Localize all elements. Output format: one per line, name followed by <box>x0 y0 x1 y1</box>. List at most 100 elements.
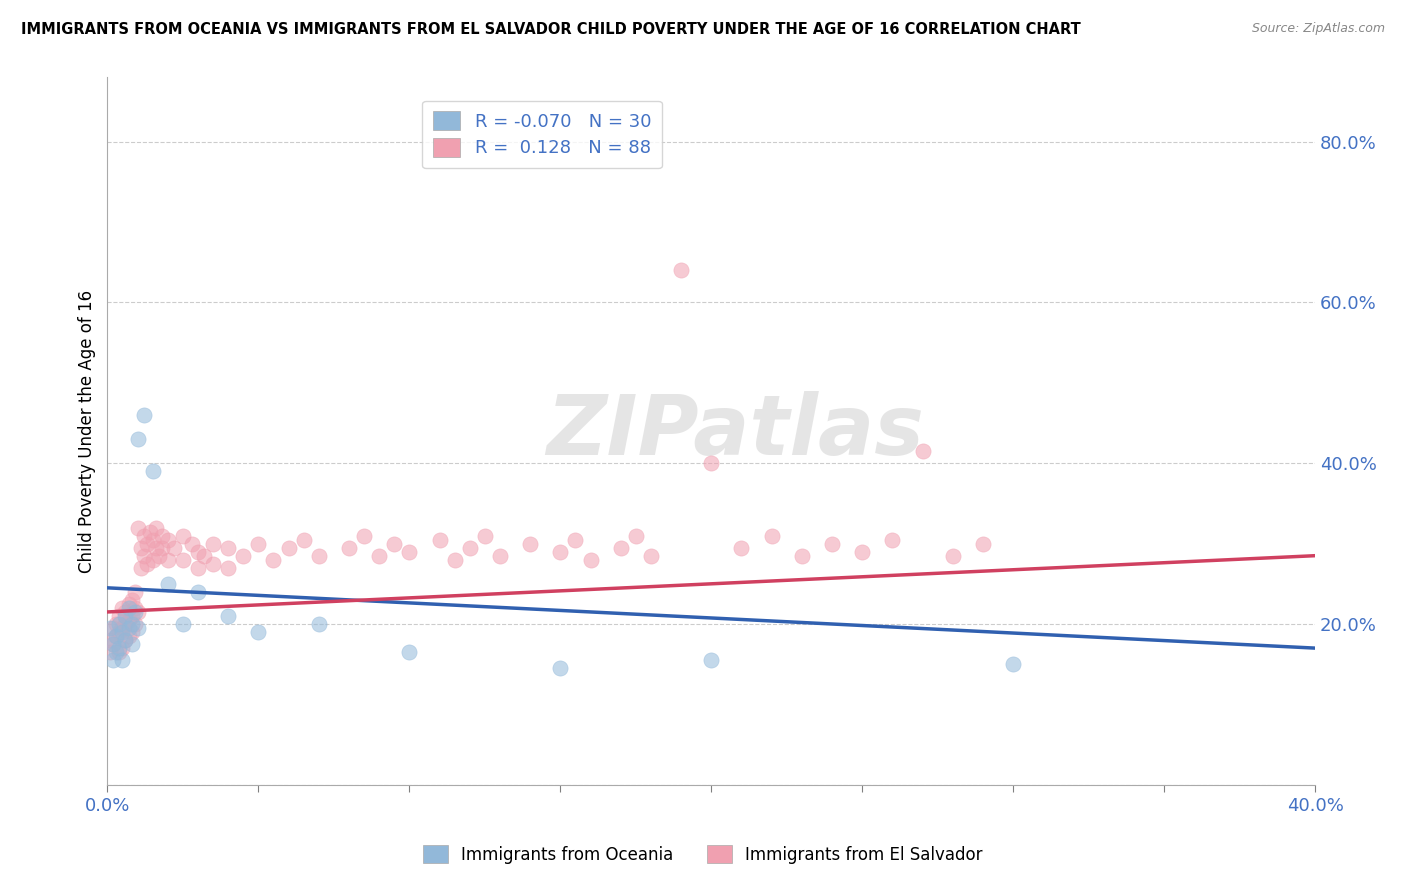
Point <box>669 263 692 277</box>
Point <box>121 625 143 640</box>
Point <box>337 541 360 555</box>
Point <box>700 653 723 667</box>
Point <box>100 621 122 635</box>
Point <box>105 629 128 643</box>
Point <box>114 605 136 619</box>
Point <box>911 444 934 458</box>
Point <box>217 560 239 574</box>
Point <box>111 621 134 635</box>
Point <box>443 552 465 566</box>
Point <box>187 560 209 574</box>
Point <box>972 536 994 550</box>
Point <box>368 549 391 563</box>
Point <box>127 432 149 446</box>
Point <box>117 597 139 611</box>
Point <box>142 533 165 547</box>
Point <box>292 533 315 547</box>
Point <box>117 613 139 627</box>
Point <box>202 536 225 550</box>
Point <box>187 544 209 558</box>
Point <box>232 549 254 563</box>
Point <box>148 549 170 563</box>
Point <box>103 637 125 651</box>
Point <box>103 637 125 651</box>
Point <box>882 533 904 547</box>
Point <box>550 661 572 675</box>
Point <box>247 625 270 640</box>
Point <box>277 541 299 555</box>
Point <box>114 633 136 648</box>
Point <box>129 560 152 574</box>
Point <box>111 641 134 656</box>
Point <box>308 617 330 632</box>
Point <box>474 528 496 542</box>
Point <box>458 541 481 555</box>
Point <box>145 520 167 534</box>
Point <box>135 557 157 571</box>
Point <box>117 621 139 635</box>
Point <box>700 456 723 470</box>
Point <box>121 637 143 651</box>
Point <box>114 609 136 624</box>
Point <box>124 585 146 599</box>
Text: Source: ZipAtlas.com: Source: ZipAtlas.com <box>1251 22 1385 36</box>
Point <box>172 617 194 632</box>
Point <box>121 609 143 624</box>
Point <box>519 536 541 550</box>
Point <box>624 528 647 542</box>
Point <box>193 549 215 563</box>
Point <box>114 633 136 648</box>
Point <box>851 544 873 558</box>
Point <box>129 541 152 555</box>
Point <box>114 617 136 632</box>
Point <box>132 549 155 563</box>
Point <box>111 601 134 615</box>
Point <box>103 653 125 667</box>
Point <box>156 552 179 566</box>
Point <box>550 544 572 558</box>
Point <box>132 408 155 422</box>
Point <box>124 605 146 619</box>
Point <box>124 601 146 615</box>
Point <box>100 633 122 648</box>
Point <box>217 541 239 555</box>
Point <box>108 645 131 659</box>
Point <box>181 536 204 550</box>
Point <box>187 585 209 599</box>
Point <box>489 549 512 563</box>
Point <box>108 617 131 632</box>
Point <box>111 653 134 667</box>
Point <box>1002 657 1025 672</box>
Point <box>108 625 131 640</box>
Point <box>105 645 128 659</box>
Point <box>790 549 813 563</box>
Point <box>382 536 405 550</box>
Point <box>156 533 179 547</box>
Point <box>247 536 270 550</box>
Point <box>609 541 631 555</box>
Point <box>730 541 752 555</box>
Point <box>127 621 149 635</box>
Point <box>100 645 122 659</box>
Point <box>121 617 143 632</box>
Point <box>121 593 143 607</box>
Point <box>117 601 139 615</box>
Point <box>142 464 165 478</box>
Point <box>132 528 155 542</box>
Point <box>105 629 128 643</box>
Point <box>103 621 125 635</box>
Point <box>150 528 173 542</box>
Point <box>108 641 131 656</box>
Point <box>942 549 965 563</box>
Legend: Immigrants from Oceania, Immigrants from El Salvador: Immigrants from Oceania, Immigrants from… <box>416 838 990 871</box>
Point <box>429 533 451 547</box>
Text: ZIPatlas: ZIPatlas <box>547 391 924 472</box>
Point <box>111 625 134 640</box>
Point <box>127 605 149 619</box>
Point <box>150 541 173 555</box>
Point <box>821 536 844 550</box>
Point <box>353 528 375 542</box>
Point <box>172 528 194 542</box>
Point <box>262 552 284 566</box>
Point <box>398 645 420 659</box>
